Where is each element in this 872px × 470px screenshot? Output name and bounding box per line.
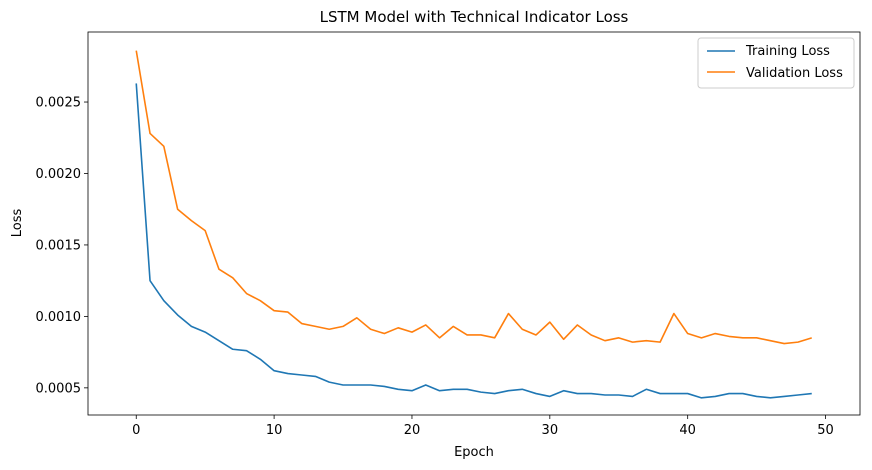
x-tick-label: 0 xyxy=(132,423,140,438)
series-line-validation-loss xyxy=(135,50,812,345)
y-tick-label: 0.0015 xyxy=(36,238,82,253)
legend-label-training-loss: Training Loss xyxy=(745,44,830,59)
x-axis-label: Epoch xyxy=(454,445,494,460)
plot-area xyxy=(87,31,861,416)
series-layer xyxy=(135,50,812,399)
legend-box xyxy=(697,37,855,89)
x-tick-label: 20 xyxy=(404,423,421,438)
x-tick-label: 40 xyxy=(679,423,696,438)
chart-title: LSTM Model with Technical Indicator Loss xyxy=(320,8,629,26)
series-line-training-loss xyxy=(135,83,812,399)
y-tick-label: 0.0020 xyxy=(36,167,82,182)
y-axis-label: Loss xyxy=(10,209,25,238)
x-tick-label: 10 xyxy=(266,423,283,438)
y-tick-label: 0.0005 xyxy=(36,381,82,396)
plot-frame xyxy=(87,31,861,416)
plot-background xyxy=(88,32,860,415)
x-tick-label: 30 xyxy=(542,423,559,438)
y-tick-label: 0.0010 xyxy=(36,310,82,325)
y-axis-ticks: 0.0005 0.0010 0.0015 0.0020 0.0025 xyxy=(36,96,88,396)
legend: Training Loss Validation Loss xyxy=(697,37,855,89)
legend-label-validation-loss: Validation Loss xyxy=(746,66,843,81)
y-tick-label: 0.0025 xyxy=(36,96,82,111)
x-tick-label: 50 xyxy=(817,423,834,438)
x-axis-ticks: 0 10 20 30 40 50 xyxy=(132,415,834,438)
